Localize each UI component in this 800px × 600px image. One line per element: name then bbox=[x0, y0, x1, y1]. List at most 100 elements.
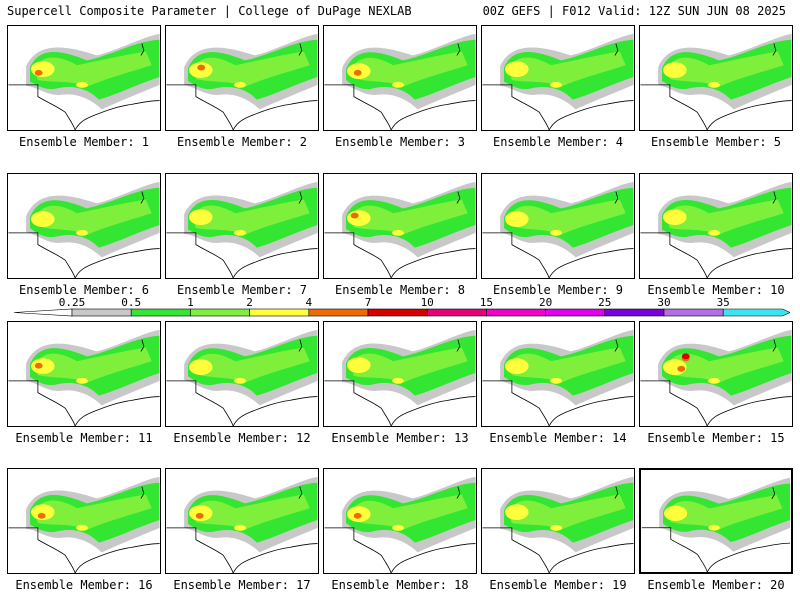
member-label-17: Ensemble Member: 17 bbox=[173, 578, 311, 592]
member-map-panel-1[interactable] bbox=[7, 25, 161, 131]
member-map bbox=[482, 181, 634, 278]
member-label-11: Ensemble Member: 11 bbox=[15, 431, 153, 445]
coastline-outline bbox=[706, 100, 792, 130]
coastline-outline bbox=[390, 543, 476, 573]
member-map-panel-11[interactable] bbox=[7, 321, 161, 427]
coastline-outline bbox=[74, 248, 160, 278]
member-map-panel-7[interactable] bbox=[165, 173, 319, 279]
member-map-panel-15[interactable] bbox=[639, 321, 793, 427]
great-lakes-outline bbox=[614, 339, 619, 352]
member-label-3: Ensemble Member: 3 bbox=[334, 135, 466, 149]
member-map-panel-8[interactable] bbox=[323, 173, 477, 279]
member-map bbox=[324, 181, 476, 278]
member-map-panel-2[interactable] bbox=[165, 25, 319, 131]
colorbar-segment bbox=[130, 308, 191, 317]
member-map-panel-16[interactable] bbox=[7, 468, 161, 574]
member-label-15: Ensemble Member: 15 bbox=[647, 431, 785, 445]
scp-yellow-area bbox=[392, 81, 404, 88]
colorbar-tick-label: 1 bbox=[187, 298, 194, 309]
scp-yellow-area bbox=[234, 377, 246, 384]
colorbar-segment bbox=[308, 308, 369, 317]
great-lakes-outline bbox=[614, 191, 619, 204]
member-label-12: Ensemble Member: 12 bbox=[173, 431, 311, 445]
scp-yellow-area bbox=[76, 377, 88, 384]
coastline-outline bbox=[74, 100, 160, 130]
member-map bbox=[482, 476, 634, 573]
colorbar-tick-label: 0.25 bbox=[59, 298, 86, 309]
great-lakes-outline bbox=[140, 339, 145, 352]
scp-yellow-area bbox=[392, 229, 404, 236]
scp-yellow-area bbox=[550, 377, 562, 384]
scp-yellow-area bbox=[663, 62, 687, 78]
great-lakes-outline bbox=[772, 339, 777, 352]
coastline-outline bbox=[232, 248, 318, 278]
scp-lightgreen-band bbox=[191, 494, 310, 530]
coastline-outline bbox=[232, 396, 318, 426]
great-lakes-outline bbox=[298, 486, 303, 499]
scp-yellow-area bbox=[664, 505, 688, 521]
member-label-9: Ensemble Member: 9 bbox=[492, 283, 624, 297]
member-map-panel-9[interactable] bbox=[481, 173, 635, 279]
member-map-panel-5[interactable] bbox=[639, 25, 793, 131]
state-border-outline bbox=[8, 380, 76, 426]
member-map bbox=[640, 181, 792, 278]
member-map-panel-12[interactable] bbox=[165, 321, 319, 427]
member-map-panel-17[interactable] bbox=[165, 468, 319, 574]
member-map bbox=[324, 33, 476, 130]
member-map-panel-10[interactable] bbox=[639, 173, 793, 279]
great-lakes-outline bbox=[614, 486, 619, 499]
state-border-outline bbox=[166, 380, 234, 426]
great-lakes-outline bbox=[456, 191, 461, 204]
great-lakes-outline bbox=[771, 487, 776, 500]
coastline-outline bbox=[548, 100, 634, 130]
member-map bbox=[482, 329, 634, 426]
coastline-outline bbox=[232, 543, 318, 573]
member-label-14: Ensemble Member: 14 bbox=[489, 431, 627, 445]
colorbar-tick-label: 7 bbox=[365, 298, 372, 309]
member-map-panel-14[interactable] bbox=[481, 321, 635, 427]
coastline-outline bbox=[74, 396, 160, 426]
member-map-panel-19[interactable] bbox=[481, 468, 635, 574]
member-map-panel-20[interactable] bbox=[639, 468, 793, 574]
scp-lightgreen-band bbox=[665, 347, 784, 383]
scp-yellow-area bbox=[392, 377, 404, 384]
scp-yellow-area bbox=[505, 358, 529, 374]
member-map bbox=[8, 329, 160, 426]
member-map-panel-6[interactable] bbox=[7, 173, 161, 279]
scp-yellow-area bbox=[189, 209, 213, 226]
scp-lightgreen-band bbox=[191, 51, 310, 87]
member-map-panel-13[interactable] bbox=[323, 321, 477, 427]
scp-lightgreen-band bbox=[349, 494, 468, 530]
scp-yellow-area bbox=[708, 81, 720, 88]
scp-lightgreen-band bbox=[507, 347, 626, 383]
colorbar-tick-label: 0.5 bbox=[121, 298, 141, 309]
colorbar-tick-label: 15 bbox=[480, 298, 493, 309]
scp-maximum-spot bbox=[34, 69, 43, 76]
scp-yellow-area bbox=[31, 61, 55, 78]
member-map-panel-3[interactable] bbox=[323, 25, 477, 131]
scp-lightgreen-band bbox=[191, 347, 310, 383]
great-lakes-outline bbox=[140, 486, 145, 499]
colorbar-tick-label: 25 bbox=[598, 298, 611, 309]
scp-yellow-area bbox=[708, 229, 720, 236]
colorbar-segment bbox=[486, 308, 546, 317]
scp-maximum-spot bbox=[195, 512, 204, 519]
coastline-outline bbox=[74, 543, 160, 573]
member-map-panel-4[interactable] bbox=[481, 25, 635, 131]
colorbar-tick-label: 4 bbox=[305, 298, 312, 309]
coastline-outline bbox=[232, 100, 318, 130]
state-border-outline bbox=[641, 527, 708, 572]
great-lakes-outline bbox=[456, 486, 461, 499]
colorbar-segment bbox=[545, 308, 606, 317]
colorbar-left-arrow bbox=[14, 308, 73, 317]
coastline-outline bbox=[548, 248, 634, 278]
state-border-outline bbox=[166, 84, 234, 130]
member-map-panel-18[interactable] bbox=[323, 468, 477, 574]
scp-lightgreen-band bbox=[665, 51, 784, 87]
member-label-6: Ensemble Member: 6 bbox=[18, 283, 150, 297]
great-lakes-outline bbox=[298, 339, 303, 352]
great-lakes-outline bbox=[614, 43, 619, 56]
scp-lightgreen-band bbox=[507, 494, 626, 530]
scp-lightgreen-band bbox=[191, 199, 310, 235]
great-lakes-outline bbox=[298, 191, 303, 204]
